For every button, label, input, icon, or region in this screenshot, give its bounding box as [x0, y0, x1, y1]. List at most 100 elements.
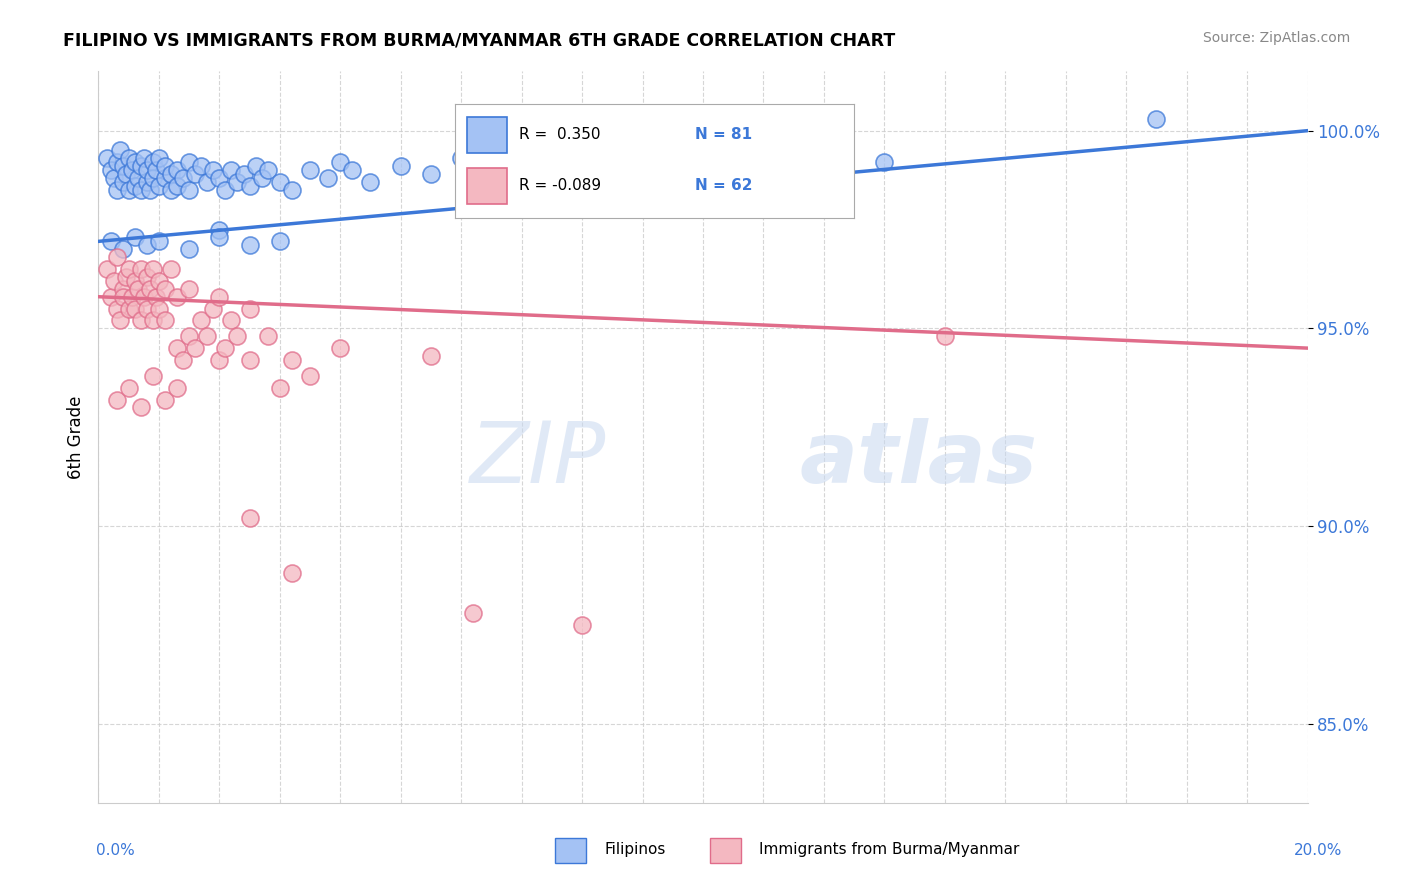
Point: [195, 175, 218, 189]
Point: [692, 144, 714, 158]
Point: [934, 329, 956, 343]
Point: [148, 152, 170, 166]
Point: [139, 282, 162, 296]
Point: [111, 290, 134, 304]
Point: [239, 511, 262, 525]
Point: [118, 183, 141, 197]
Point: [129, 262, 152, 277]
Point: [135, 269, 157, 284]
Point: [100, 163, 122, 178]
Point: [127, 171, 149, 186]
Point: [329, 341, 352, 355]
Text: 20.0%: 20.0%: [1295, 843, 1343, 858]
Point: [129, 159, 152, 173]
Point: [105, 392, 128, 407]
Point: [571, 159, 593, 173]
Point: [239, 301, 262, 316]
Point: [121, 290, 143, 304]
Point: [124, 230, 146, 244]
Point: [214, 183, 236, 197]
Point: [160, 167, 183, 181]
Point: [111, 159, 134, 173]
Text: Source: ZipAtlas.com: Source: ZipAtlas.com: [1202, 31, 1350, 45]
Point: [148, 301, 170, 316]
Point: [118, 152, 141, 166]
Point: [114, 167, 136, 181]
Point: [256, 329, 278, 343]
Point: [179, 282, 201, 296]
Point: [118, 381, 141, 395]
Point: [269, 381, 291, 395]
Point: [190, 313, 212, 327]
Point: [142, 313, 165, 327]
Point: [281, 183, 304, 197]
Point: [96, 262, 118, 277]
Point: [166, 290, 188, 304]
Point: [510, 155, 533, 169]
Point: [329, 155, 352, 169]
Point: [129, 401, 152, 415]
Point: [132, 290, 155, 304]
Point: [153, 282, 176, 296]
Point: [103, 274, 125, 288]
Point: [108, 313, 131, 327]
Point: [129, 183, 152, 197]
Point: [142, 171, 165, 186]
Point: [111, 175, 134, 189]
Point: [135, 301, 157, 316]
Point: [602, 152, 624, 166]
Point: [145, 290, 167, 304]
Point: [813, 163, 835, 178]
Point: [153, 171, 176, 186]
Point: [179, 155, 201, 169]
Point: [124, 274, 146, 288]
Point: [145, 163, 167, 178]
Point: [342, 163, 364, 178]
Text: atlas: atlas: [800, 417, 1038, 500]
Point: [184, 167, 207, 181]
Point: [571, 618, 593, 632]
Point: [269, 175, 291, 189]
Point: [463, 606, 485, 620]
Point: [105, 183, 128, 197]
Point: [208, 230, 231, 244]
Point: [239, 179, 262, 194]
Point: [208, 353, 231, 368]
Point: [129, 313, 152, 327]
Point: [127, 282, 149, 296]
Point: [208, 222, 231, 236]
Point: [111, 242, 134, 256]
Point: [420, 167, 443, 181]
Point: [239, 238, 262, 252]
Point: [100, 290, 122, 304]
Point: [135, 238, 157, 252]
Point: [232, 167, 254, 181]
Point: [100, 235, 122, 249]
Point: [250, 171, 273, 186]
Point: [166, 341, 188, 355]
Point: [752, 152, 775, 166]
Point: [160, 183, 183, 197]
Point: [221, 313, 243, 327]
Point: [148, 274, 170, 288]
Point: [269, 235, 291, 249]
Point: [256, 163, 278, 178]
Point: [208, 290, 231, 304]
Point: [124, 179, 146, 194]
Text: 0.0%: 0.0%: [96, 843, 135, 858]
Point: [450, 152, 472, 166]
Point: [166, 381, 188, 395]
Point: [239, 353, 262, 368]
Y-axis label: 6th Grade: 6th Grade: [66, 395, 84, 479]
Point: [631, 163, 654, 178]
Point: [105, 301, 128, 316]
Point: [540, 171, 562, 186]
Point: [118, 262, 141, 277]
Point: [132, 152, 155, 166]
Text: ZIP: ZIP: [470, 417, 606, 500]
Point: [153, 159, 176, 173]
Point: [105, 155, 128, 169]
Point: [114, 269, 136, 284]
Point: [172, 171, 194, 186]
Point: [202, 301, 225, 316]
